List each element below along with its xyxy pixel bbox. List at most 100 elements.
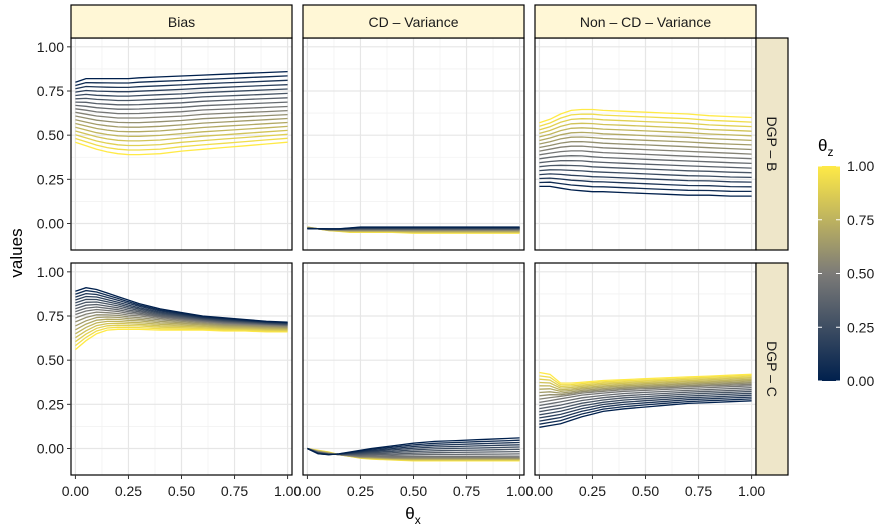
series-line bbox=[539, 400, 752, 428]
colorbar-tick-label: 0.50 bbox=[847, 266, 874, 282]
y-tick-label: 0.00 bbox=[37, 441, 64, 457]
series-line bbox=[75, 75, 288, 87]
y-tick-label: 0.75 bbox=[37, 308, 64, 324]
series-line bbox=[75, 320, 288, 335]
series-line bbox=[75, 322, 288, 339]
series-line bbox=[539, 385, 752, 404]
series-line bbox=[75, 84, 288, 93]
series-line bbox=[75, 97, 288, 106]
series-line bbox=[539, 398, 752, 425]
series-line bbox=[74, 328, 288, 351]
series-line bbox=[75, 287, 288, 323]
row-strip-label: DGP – C bbox=[764, 341, 780, 397]
column-strip-label: Bias bbox=[168, 14, 195, 30]
series-line bbox=[539, 136, 752, 146]
x-tick-label: 0.50 bbox=[632, 483, 659, 499]
y-tick-label: 1.00 bbox=[37, 264, 64, 280]
series-line bbox=[539, 376, 752, 388]
y-axis-ticks: 0.00 0.25 0.50 0.75 1.00 0.00 0.25 0.50 0.75 1.00 bbox=[37, 39, 71, 457]
series-line bbox=[539, 381, 752, 394]
series-line bbox=[75, 314, 288, 328]
facet-panels bbox=[70, 37, 757, 476]
series-line bbox=[539, 374, 752, 386]
series-line bbox=[75, 117, 288, 128]
colorbar-tick-label: 1.00 bbox=[847, 158, 874, 174]
colorbar bbox=[818, 166, 840, 381]
y-tick-label: 1.00 bbox=[37, 39, 64, 55]
x-tick-label: 0.00 bbox=[294, 483, 321, 499]
series-line bbox=[539, 378, 752, 391]
series-line bbox=[75, 92, 288, 102]
series-line bbox=[75, 316, 288, 329]
x-axis-label: θx bbox=[405, 504, 420, 527]
x-tick-label: 1.00 bbox=[738, 483, 765, 499]
series-line bbox=[539, 118, 752, 131]
series-line bbox=[539, 113, 752, 127]
series-line bbox=[75, 141, 288, 156]
row-strip bbox=[755, 37, 789, 251]
series-line bbox=[539, 140, 752, 151]
color-legend: θz 1.00 0.75 0.50 0.25 0.00 bbox=[818, 136, 874, 389]
series-line bbox=[539, 394, 752, 419]
row-strip-label: DGP – B bbox=[764, 117, 780, 172]
x-axis-ticks: 0.00 0.25 0.50 0.75 1.00 0.00 0.25 0.50 0.75 1.00… bbox=[62, 475, 765, 499]
series-line bbox=[539, 177, 752, 188]
series-line bbox=[539, 145, 752, 155]
x-tick-label: 1.00 bbox=[506, 483, 533, 499]
panel-1-1 bbox=[70, 37, 293, 251]
series-line bbox=[539, 164, 752, 174]
series-line bbox=[75, 105, 288, 115]
series-line bbox=[75, 137, 288, 151]
series-line bbox=[539, 387, 752, 407]
x-tick-label: 0.25 bbox=[579, 483, 606, 499]
column-strip bbox=[534, 4, 757, 39]
series-line bbox=[539, 383, 752, 400]
series-line bbox=[75, 121, 288, 133]
y-tick-label: 0.50 bbox=[37, 127, 64, 143]
series-line bbox=[539, 122, 752, 135]
series-line bbox=[539, 390, 752, 413]
colorbar-tick-label: 0.00 bbox=[847, 373, 874, 389]
y-tick-label: 0.25 bbox=[37, 171, 64, 187]
colorbar-ticks: 1.00 0.75 0.50 0.25 0.00 bbox=[818, 158, 874, 389]
series-line bbox=[307, 437, 520, 456]
series-line bbox=[539, 173, 752, 183]
series-line bbox=[539, 379, 752, 393]
y-axis-label: values bbox=[7, 228, 26, 277]
panel-1-3 bbox=[534, 37, 757, 251]
series-line bbox=[75, 88, 288, 97]
series-line bbox=[307, 226, 520, 230]
column-strips: Bias CD – Variance Non – CD – Variance bbox=[70, 4, 757, 39]
series-line bbox=[75, 326, 288, 347]
x-tick-label: 0.75 bbox=[685, 483, 712, 499]
series-line bbox=[75, 101, 288, 110]
series-line bbox=[75, 133, 288, 147]
series-line bbox=[539, 108, 752, 124]
colorbar-tick-label: 0.25 bbox=[847, 319, 874, 335]
panel-1-2 bbox=[302, 37, 525, 251]
series-line bbox=[75, 109, 288, 119]
series-line bbox=[539, 159, 752, 169]
y-tick-label: 0.00 bbox=[37, 216, 64, 232]
series-line bbox=[75, 311, 288, 327]
x-tick-label: 0.00 bbox=[62, 483, 89, 499]
x-tick-label: 0.50 bbox=[400, 483, 427, 499]
series-line bbox=[539, 155, 752, 165]
panel-2-1 bbox=[70, 262, 293, 476]
series-line bbox=[539, 371, 752, 384]
series-line bbox=[75, 318, 288, 331]
panel-2-2 bbox=[302, 262, 525, 476]
series-line bbox=[539, 169, 752, 179]
column-strip bbox=[70, 4, 293, 39]
row-strips: DGP – B DGP – C bbox=[755, 37, 789, 476]
series-line bbox=[539, 392, 752, 416]
colorbar-tick-label: 0.75 bbox=[847, 212, 874, 228]
column-strip bbox=[302, 4, 525, 39]
series-line bbox=[75, 125, 288, 137]
x-tick-label: 0.25 bbox=[347, 483, 374, 499]
series-line bbox=[75, 324, 288, 343]
series-line bbox=[75, 70, 288, 83]
x-tick-label: 0.75 bbox=[453, 483, 480, 499]
legend-title: θz bbox=[818, 136, 833, 159]
